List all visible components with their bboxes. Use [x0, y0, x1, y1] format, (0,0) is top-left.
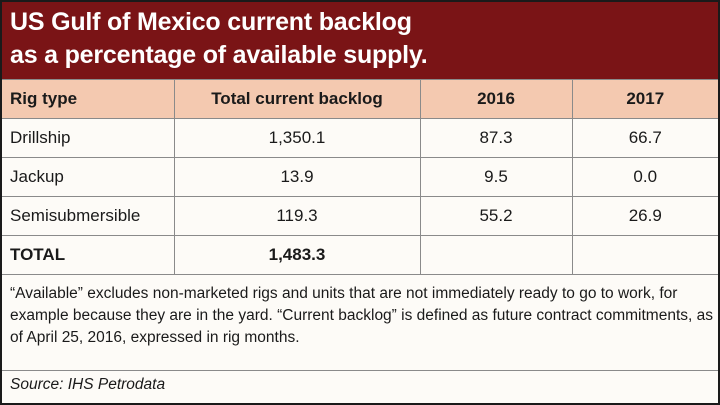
backlog-table: Rig type Total current backlog 2016 2017… — [2, 79, 718, 275]
source-note: Source: IHS Petrodata — [10, 376, 166, 393]
cell-2016 — [419, 235, 573, 275]
cell-2017: 26.9 — [571, 196, 718, 236]
cell-2017: 0.0 — [571, 157, 718, 197]
title-bar: US Gulf of Mexico current backlog as a p… — [2, 2, 718, 79]
cell-2016: 9.5 — [419, 157, 573, 197]
cell-total-label: TOTAL — [2, 235, 175, 275]
header-2017: 2017 — [571, 79, 718, 119]
cell-rig-type: Semisubmersible — [2, 196, 175, 236]
title-line-2: as a percentage of available supply. — [10, 41, 428, 69]
cell-2017 — [571, 235, 718, 275]
cell-rig-type: Drillship — [2, 118, 175, 158]
cell-2017: 66.7 — [571, 118, 718, 158]
header-2016: 2016 — [419, 79, 573, 119]
divider — [2, 370, 718, 371]
title-line-1: US Gulf of Mexico current backlog — [10, 8, 412, 36]
footnote: “Available” excludes non-marketed rigs a… — [10, 285, 714, 346]
cell-total-backlog: 1,350.1 — [173, 118, 421, 158]
header-total-current-backlog: Total current backlog — [173, 79, 421, 119]
cell-total-value: 1,483.3 — [173, 235, 421, 275]
table-row: Drillship 1,350.1 87.3 66.7 — [2, 118, 718, 158]
total-row: TOTAL 1,483.3 — [2, 235, 718, 275]
table-row: Jackup 13.9 9.5 0.0 — [2, 157, 718, 197]
cell-total-backlog: 119.3 — [173, 196, 421, 236]
cell-2016: 87.3 — [419, 118, 573, 158]
header-row: Rig type Total current backlog 2016 2017 — [2, 79, 718, 119]
cell-rig-type: Jackup — [2, 157, 175, 197]
table-row: Semisubmersible 119.3 55.2 26.9 — [2, 196, 718, 236]
cell-2016: 55.2 — [419, 196, 573, 236]
header-rig-type: Rig type — [2, 79, 175, 119]
cell-total-backlog: 13.9 — [173, 157, 421, 197]
